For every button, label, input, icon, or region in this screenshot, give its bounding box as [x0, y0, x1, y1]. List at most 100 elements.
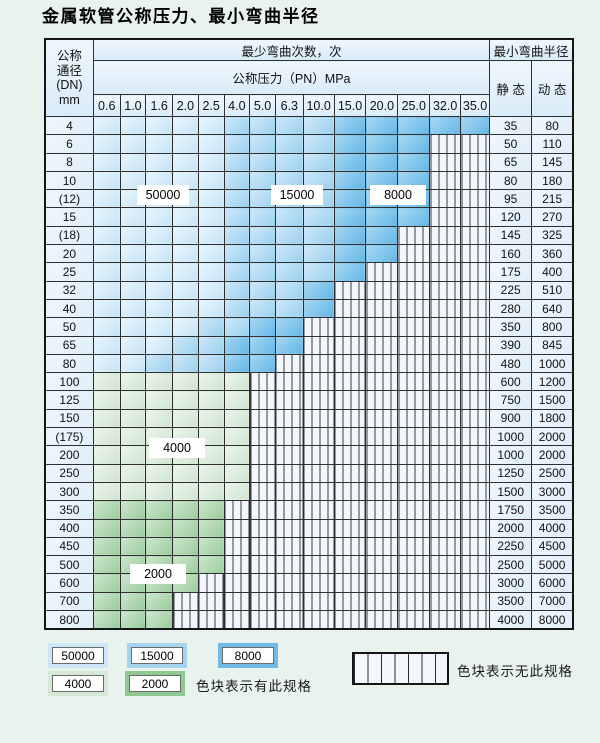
dn-cell: 700 [44, 591, 94, 612]
no-spec-cell [249, 536, 276, 557]
table-row-dn-800: 800 4000 8000 [44, 610, 574, 630]
table-row-dn-300: 300 1500 3000 [44, 481, 574, 502]
spec-cell [119, 445, 147, 465]
cycle-count-label: 8000 [370, 185, 426, 205]
no-spec-cell [249, 555, 276, 575]
no-spec-cell [333, 518, 367, 538]
no-spec-cell [460, 463, 491, 483]
no-spec-cell [429, 408, 462, 429]
dynamic-radius-cell: 270 [531, 207, 574, 227]
dynamic-radius-cell: 2000 [531, 445, 574, 465]
dn-cell: (175) [44, 427, 94, 447]
no-spec-cell [365, 518, 399, 538]
static-radius-cell: 350 [489, 317, 533, 337]
spec-cell [223, 225, 251, 246]
dn-cell: 10 [44, 170, 94, 191]
no-spec-cell [429, 555, 462, 575]
no-spec-cell [333, 298, 367, 319]
spec-cell [92, 170, 121, 191]
no-spec-cell [223, 573, 251, 593]
spec-cell [223, 372, 251, 392]
spec-cell [333, 189, 367, 209]
spec-cell [397, 207, 431, 227]
dynamic-radius-cell: 1200 [531, 372, 574, 392]
no-spec-cell [274, 390, 304, 410]
dynamic-radius-cell: 640 [531, 298, 574, 319]
no-spec-cell [460, 189, 491, 209]
spec-cell [172, 500, 199, 520]
spec-cell [119, 280, 147, 300]
no-spec-cell [397, 225, 431, 246]
no-spec-cell [302, 573, 335, 593]
no-spec-cell [460, 536, 491, 557]
no-spec-cell [397, 353, 431, 374]
spec-cell [274, 134, 304, 154]
no-spec-cell [249, 408, 276, 429]
no-spec-cell [365, 463, 399, 483]
spec-cell [197, 244, 225, 264]
spec-cell [92, 189, 121, 209]
spec-cell [92, 298, 121, 319]
table-row-dn-350: 350 1750 3500 [44, 500, 574, 520]
no-spec-cell [429, 500, 462, 520]
no-spec-cell [397, 555, 431, 575]
spec-cell [197, 463, 225, 483]
spec-cell [197, 225, 225, 246]
spec-cell [119, 207, 147, 227]
dn-cell: 20 [44, 244, 94, 264]
spec-cell [223, 353, 251, 374]
spec-cell [302, 244, 335, 264]
spec-cell [172, 262, 199, 282]
no-spec-cell [333, 463, 367, 483]
spec-cell [92, 244, 121, 264]
dn-cell: 250 [44, 463, 94, 483]
no-spec-cell [460, 353, 491, 374]
static-radius-cell: 50 [489, 134, 533, 154]
spec-cell [249, 317, 276, 337]
no-spec-cell [365, 353, 399, 374]
spec-cell [145, 591, 174, 612]
pressure-col-header: 1.6 [145, 94, 174, 117]
no-spec-cell [302, 481, 335, 502]
table-row-dn-80: 80 480 1000 [44, 353, 574, 374]
spec-cell [302, 225, 335, 246]
no-spec-cell [429, 170, 462, 191]
no-spec-cell [365, 317, 399, 337]
header-dn-line: 通径 [56, 63, 82, 78]
spec-cell [92, 152, 121, 172]
no-spec-cell [223, 610, 251, 630]
dn-cell: 600 [44, 573, 94, 593]
no-spec-cell [249, 390, 276, 410]
pressure-col-header: 10.0 [302, 94, 335, 117]
legend-swatch-label: 50000 [52, 647, 104, 664]
static-radius-cell: 1250 [489, 463, 533, 483]
no-spec-cell [302, 427, 335, 447]
no-spec-cell [274, 610, 304, 630]
spec-cell [145, 481, 174, 502]
static-radius-cell: 120 [489, 207, 533, 227]
spec-cell [92, 591, 121, 612]
no-spec-cell [397, 500, 431, 520]
no-spec-cell [397, 298, 431, 319]
no-spec-cell [460, 225, 491, 246]
legend-swatch-label: 8000 [222, 647, 274, 664]
dynamic-radius-cell: 1000 [531, 353, 574, 374]
static-radius-cell: 2500 [489, 555, 533, 575]
no-spec-cell [223, 536, 251, 557]
no-spec-cell [365, 262, 399, 282]
spec-cell [365, 244, 399, 264]
spec-cell [333, 115, 367, 136]
no-spec-cell [333, 573, 367, 593]
static-radius-cell: 750 [489, 390, 533, 410]
no-spec-cell [460, 390, 491, 410]
dynamic-radius-cell: 180 [531, 170, 574, 191]
header-dynamic: 动 态 [531, 60, 574, 117]
no-spec-cell [365, 536, 399, 557]
spec-cell [145, 463, 174, 483]
table-row-dn-500: 500 2500 5000 [44, 555, 574, 575]
pressure-col-header: 5.0 [249, 94, 276, 117]
no-spec-cell [302, 372, 335, 392]
no-spec-cell [460, 244, 491, 264]
no-spec-cell [223, 518, 251, 538]
